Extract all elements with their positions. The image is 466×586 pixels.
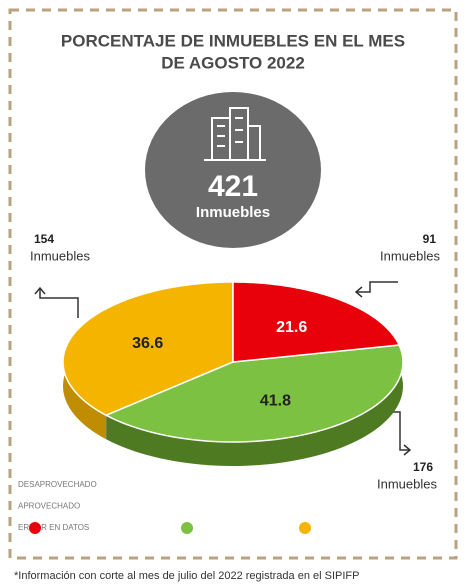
total-label: Inmuebles [196, 204, 270, 221]
legend-swatch [181, 522, 193, 534]
slice-label: 41.8 [260, 392, 291, 409]
slice [62, 281, 234, 417]
legend-swatch [299, 522, 311, 534]
slice-label: 36.6 [132, 335, 163, 352]
total-badge [145, 92, 321, 248]
count-label: Inmuebles [377, 476, 437, 491]
slice-label: 21.6 [276, 319, 307, 336]
footnote: *Información con corte al mes de julio d… [14, 570, 359, 582]
count-value: 154 [34, 232, 54, 246]
building-icon [204, 107, 266, 161]
total-value: 421 [208, 170, 258, 203]
dashed-frame [8, 8, 458, 560]
legend-label: APROVECHADO [18, 502, 80, 511]
pie: 36.6 41.8 21.6 [62, 281, 404, 466]
legend-swatch [29, 522, 41, 534]
legend-label: DESAPROVECHADO [18, 480, 97, 489]
title-line: DE AGOSTO 2022 [161, 53, 305, 72]
count-label: Inmuebles [30, 248, 90, 263]
title-line: PORCENTAJE DE INMUEBLES EN EL MES [61, 31, 405, 50]
slice [232, 281, 401, 363]
callout-arrows [34, 281, 412, 456]
slice [104, 344, 404, 443]
count-value: 176 [413, 460, 433, 474]
slice-side [106, 345, 403, 466]
count-value: 91 [423, 232, 437, 246]
count-label: Inmuebles [380, 248, 440, 263]
legend-label: ERROR EN DATOS [18, 523, 89, 532]
